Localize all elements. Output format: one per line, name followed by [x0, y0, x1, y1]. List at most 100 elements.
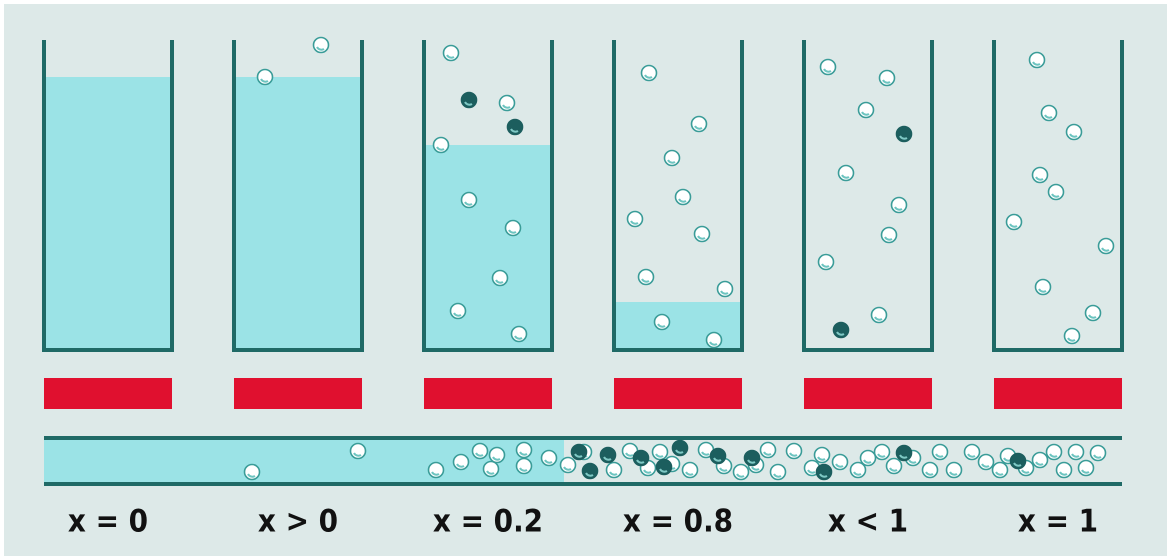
bubble [561, 458, 576, 473]
heater [234, 378, 362, 409]
bubble [1042, 106, 1057, 121]
state-label: x > 0 [258, 504, 338, 540]
bubble [657, 460, 672, 475]
bubble [245, 465, 260, 480]
bubble [642, 66, 657, 81]
state-label: x = 0.8 [623, 504, 733, 540]
bubble [745, 451, 760, 466]
bubble [444, 46, 459, 61]
heater [994, 378, 1122, 409]
bubble [1047, 445, 1062, 460]
beaker-liquid [424, 145, 552, 350]
bubble [517, 459, 532, 474]
bubble [815, 448, 830, 463]
bubble [484, 462, 499, 477]
bubble [787, 444, 802, 459]
bubble [500, 96, 515, 111]
bubble [711, 449, 726, 464]
heater [614, 378, 742, 409]
diagram: x = 0 x > 0 x = 0.2 x = 0.8 x < 1 x = 1 [0, 0, 1171, 560]
bubble [872, 308, 887, 323]
state-label: x = 0.2 [433, 504, 543, 540]
bubble [821, 60, 836, 75]
bubble [583, 464, 598, 479]
bubble [882, 228, 897, 243]
bubble [506, 221, 521, 236]
bubble [692, 117, 707, 132]
bubble [979, 455, 994, 470]
bubble [462, 93, 477, 108]
bubble [1011, 454, 1026, 469]
bubble [1091, 446, 1106, 461]
bubble [628, 212, 643, 227]
bubble [1086, 306, 1101, 321]
bubble [462, 193, 477, 208]
bubble [897, 127, 912, 142]
bubble [639, 270, 654, 285]
bubble [655, 315, 670, 330]
bubble [512, 327, 527, 342]
state-label: x < 1 [828, 504, 908, 540]
bubble [1033, 453, 1048, 468]
bubble [880, 71, 895, 86]
bubble [314, 38, 329, 53]
bubble [493, 271, 508, 286]
bubble [517, 443, 532, 458]
bubble [819, 255, 834, 270]
bubble [451, 304, 466, 319]
bubble [897, 446, 912, 461]
bubble [933, 445, 948, 460]
bubble [947, 463, 962, 478]
bubble [258, 70, 273, 85]
bubble [1030, 53, 1045, 68]
tube-liquid [44, 438, 564, 484]
bubble [676, 190, 691, 205]
bubble [839, 166, 854, 181]
bubble [454, 455, 469, 470]
bubble [833, 455, 848, 470]
heater [44, 378, 172, 409]
heater [804, 378, 932, 409]
bubble [875, 445, 890, 460]
bubble [834, 323, 849, 338]
bubble [761, 443, 776, 458]
bubble [718, 282, 733, 297]
bubble [673, 441, 688, 456]
bubble [1036, 280, 1051, 295]
bubble [1049, 185, 1064, 200]
bubble [607, 463, 622, 478]
bubble [923, 463, 938, 478]
bubble [542, 451, 557, 466]
bubble [1033, 168, 1048, 183]
state-label: x = 1 [1018, 504, 1098, 540]
bubble [351, 444, 366, 459]
heater [424, 378, 552, 409]
bubble [665, 151, 680, 166]
bubble [434, 138, 449, 153]
beaker-liquid [234, 77, 362, 350]
bubble [490, 448, 505, 463]
bubble [859, 103, 874, 118]
bubble [508, 120, 523, 135]
bubble [892, 198, 907, 213]
bubble [771, 465, 786, 480]
bubble [1099, 239, 1114, 254]
bubble [1057, 463, 1072, 478]
bubble [601, 448, 616, 463]
bubble [817, 465, 832, 480]
bubble [887, 459, 902, 474]
bubble [1067, 125, 1082, 140]
bubble [572, 445, 587, 460]
bubble [429, 463, 444, 478]
bubble [634, 451, 649, 466]
bubble [861, 451, 876, 466]
bubble [1065, 329, 1080, 344]
beaker-liquid [44, 77, 172, 350]
beaker-liquid [614, 302, 742, 350]
bubble [683, 463, 698, 478]
bubble [707, 333, 722, 348]
bubble [695, 227, 710, 242]
state-label: x = 0 [68, 504, 148, 540]
bubble [965, 445, 980, 460]
bubble [734, 465, 749, 480]
